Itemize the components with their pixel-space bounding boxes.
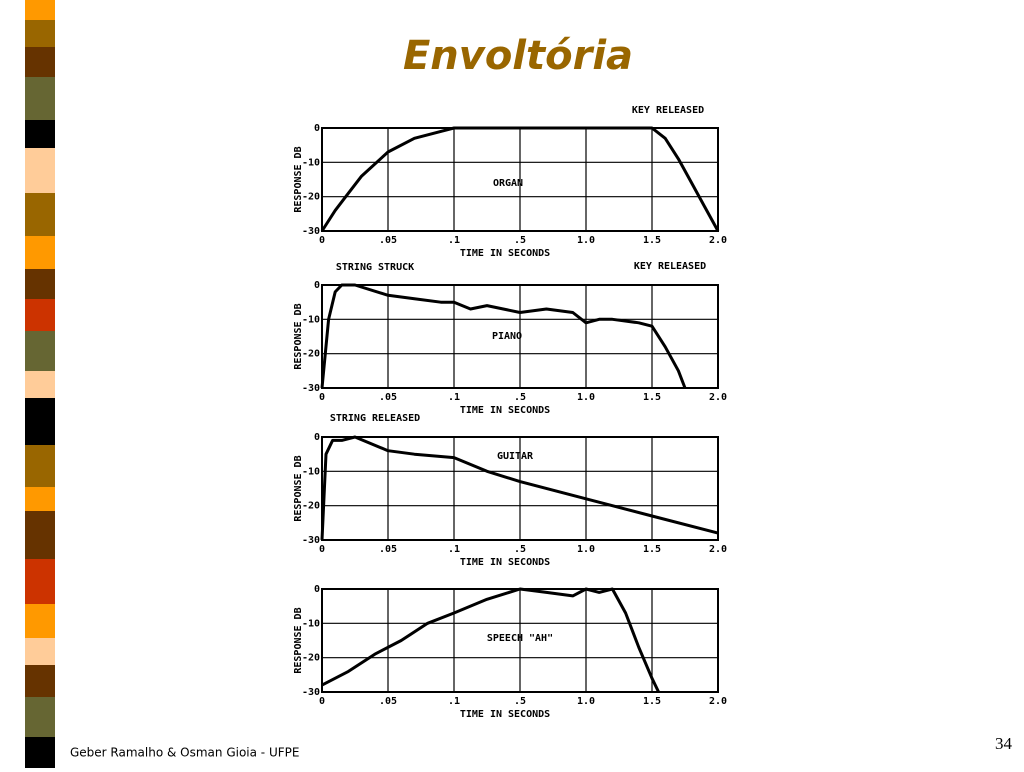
y-tick-label: -10 [302,466,320,477]
envelope-line [320,126,720,232]
x-tick-label: 1.0 [577,544,595,555]
x-axis-label: TIME IN SECONDS [460,709,550,720]
x-tick-label: .1 [448,544,460,555]
x-tick-label: .1 [448,235,460,246]
y-tick-label: -10 [302,618,320,629]
y-axis-label: RESPONSE DB [293,607,304,673]
chart-label: GUITAR [497,451,534,462]
x-tick-label: 2.0 [709,235,727,246]
x-tick-label: 1.5 [643,392,661,403]
chart-label: SPEECH "AH" [487,633,553,644]
y-tick-label: -30 [302,535,320,546]
slide-title: Envoltória [403,33,633,79]
y-tick-label: 0 [314,280,320,291]
y-tick-label: -20 [302,349,320,360]
y-axis-label: RESPONSE DB [293,146,304,212]
x-tick-label: .05 [379,696,397,707]
x-tick-label: .1 [448,696,460,707]
envelope-chart: 0 .05 .1 .5 1.0 1.5 2.0 0 -10 -20 -30 TIME IN SECON… [293,584,727,720]
x-tick-label: 1.0 [577,392,595,403]
envelope-line [320,283,687,389]
envelope-line [320,435,719,541]
x-tick-label: 2.0 [709,392,727,403]
x-tick-label: 1.5 [643,235,661,246]
x-tick-label: .1 [448,392,460,403]
x-tick-label: 1.0 [577,696,595,707]
y-tick-label: 0 [314,432,320,443]
x-tick-label: 1.5 [643,544,661,555]
y-tick-label: -10 [302,157,320,168]
x-tick-label: .05 [379,544,397,555]
decor-stripes [25,0,55,768]
x-axis-label: TIME IN SECONDS [460,405,550,416]
footer: Geber Ramalho & Osman Gioia - UFPE [70,746,299,760]
x-tick-label: .5 [514,696,526,707]
x-tick-label: 2.0 [709,696,727,707]
x-tick-label: .05 [379,392,397,403]
y-tick-label: -30 [302,383,320,394]
x-tick-label: 0 [319,235,325,246]
y-tick-label: 0 [314,584,320,595]
x-tick-label: 0 [319,392,325,403]
x-tick-label: .5 [514,392,526,403]
x-tick-label: .05 [379,235,397,246]
y-tick-label: -30 [302,226,320,237]
envelope-line [321,587,660,693]
y-tick-label: -30 [302,687,320,698]
x-tick-label: 2.0 [709,544,727,555]
x-tick-label: 0 [319,544,325,555]
x-axis-label: TIME IN SECONDS [460,248,550,259]
page-number: 34 [995,734,1013,753]
y-tick-label: 0 [314,123,320,134]
x-tick-label: 1.5 [643,696,661,707]
y-axis-label: RESPONSE DB [293,303,304,369]
annotation: STRING RELEASED [330,413,420,424]
y-tick-label: -20 [302,653,320,664]
y-tick-label: -10 [302,314,320,325]
x-tick-label: .5 [514,544,526,555]
x-axis-label: TIME IN SECONDS [460,557,550,568]
y-axis-label: RESPONSE DB [293,455,304,521]
envelope-chart: 0 .05 .1 .5 1.0 1.5 2.0 0 -10 -20 -30 TIME IN SECON… [293,105,727,259]
y-tick-label: -20 [302,192,320,203]
chart-label: PIANO [492,331,522,342]
annotation: KEY RELEASED [632,105,704,116]
envelope-chart: 0 .05 .1 .5 1.0 1.5 2.0 0 -10 -20 -30 TIME IN SECON… [293,413,727,568]
envelope-chart: 0 .05 .1 .5 1.0 1.5 2.0 0 -10 -20 -30 TIME IN SECON… [293,261,727,416]
x-tick-label: 0 [319,696,325,707]
annotation: STRING STRUCK [336,262,414,273]
chart-label: ORGAN [493,178,523,189]
x-tick-label: .5 [514,235,526,246]
annotation: KEY RELEASED [634,261,706,272]
x-tick-label: 1.0 [577,235,595,246]
y-tick-label: -20 [302,501,320,512]
